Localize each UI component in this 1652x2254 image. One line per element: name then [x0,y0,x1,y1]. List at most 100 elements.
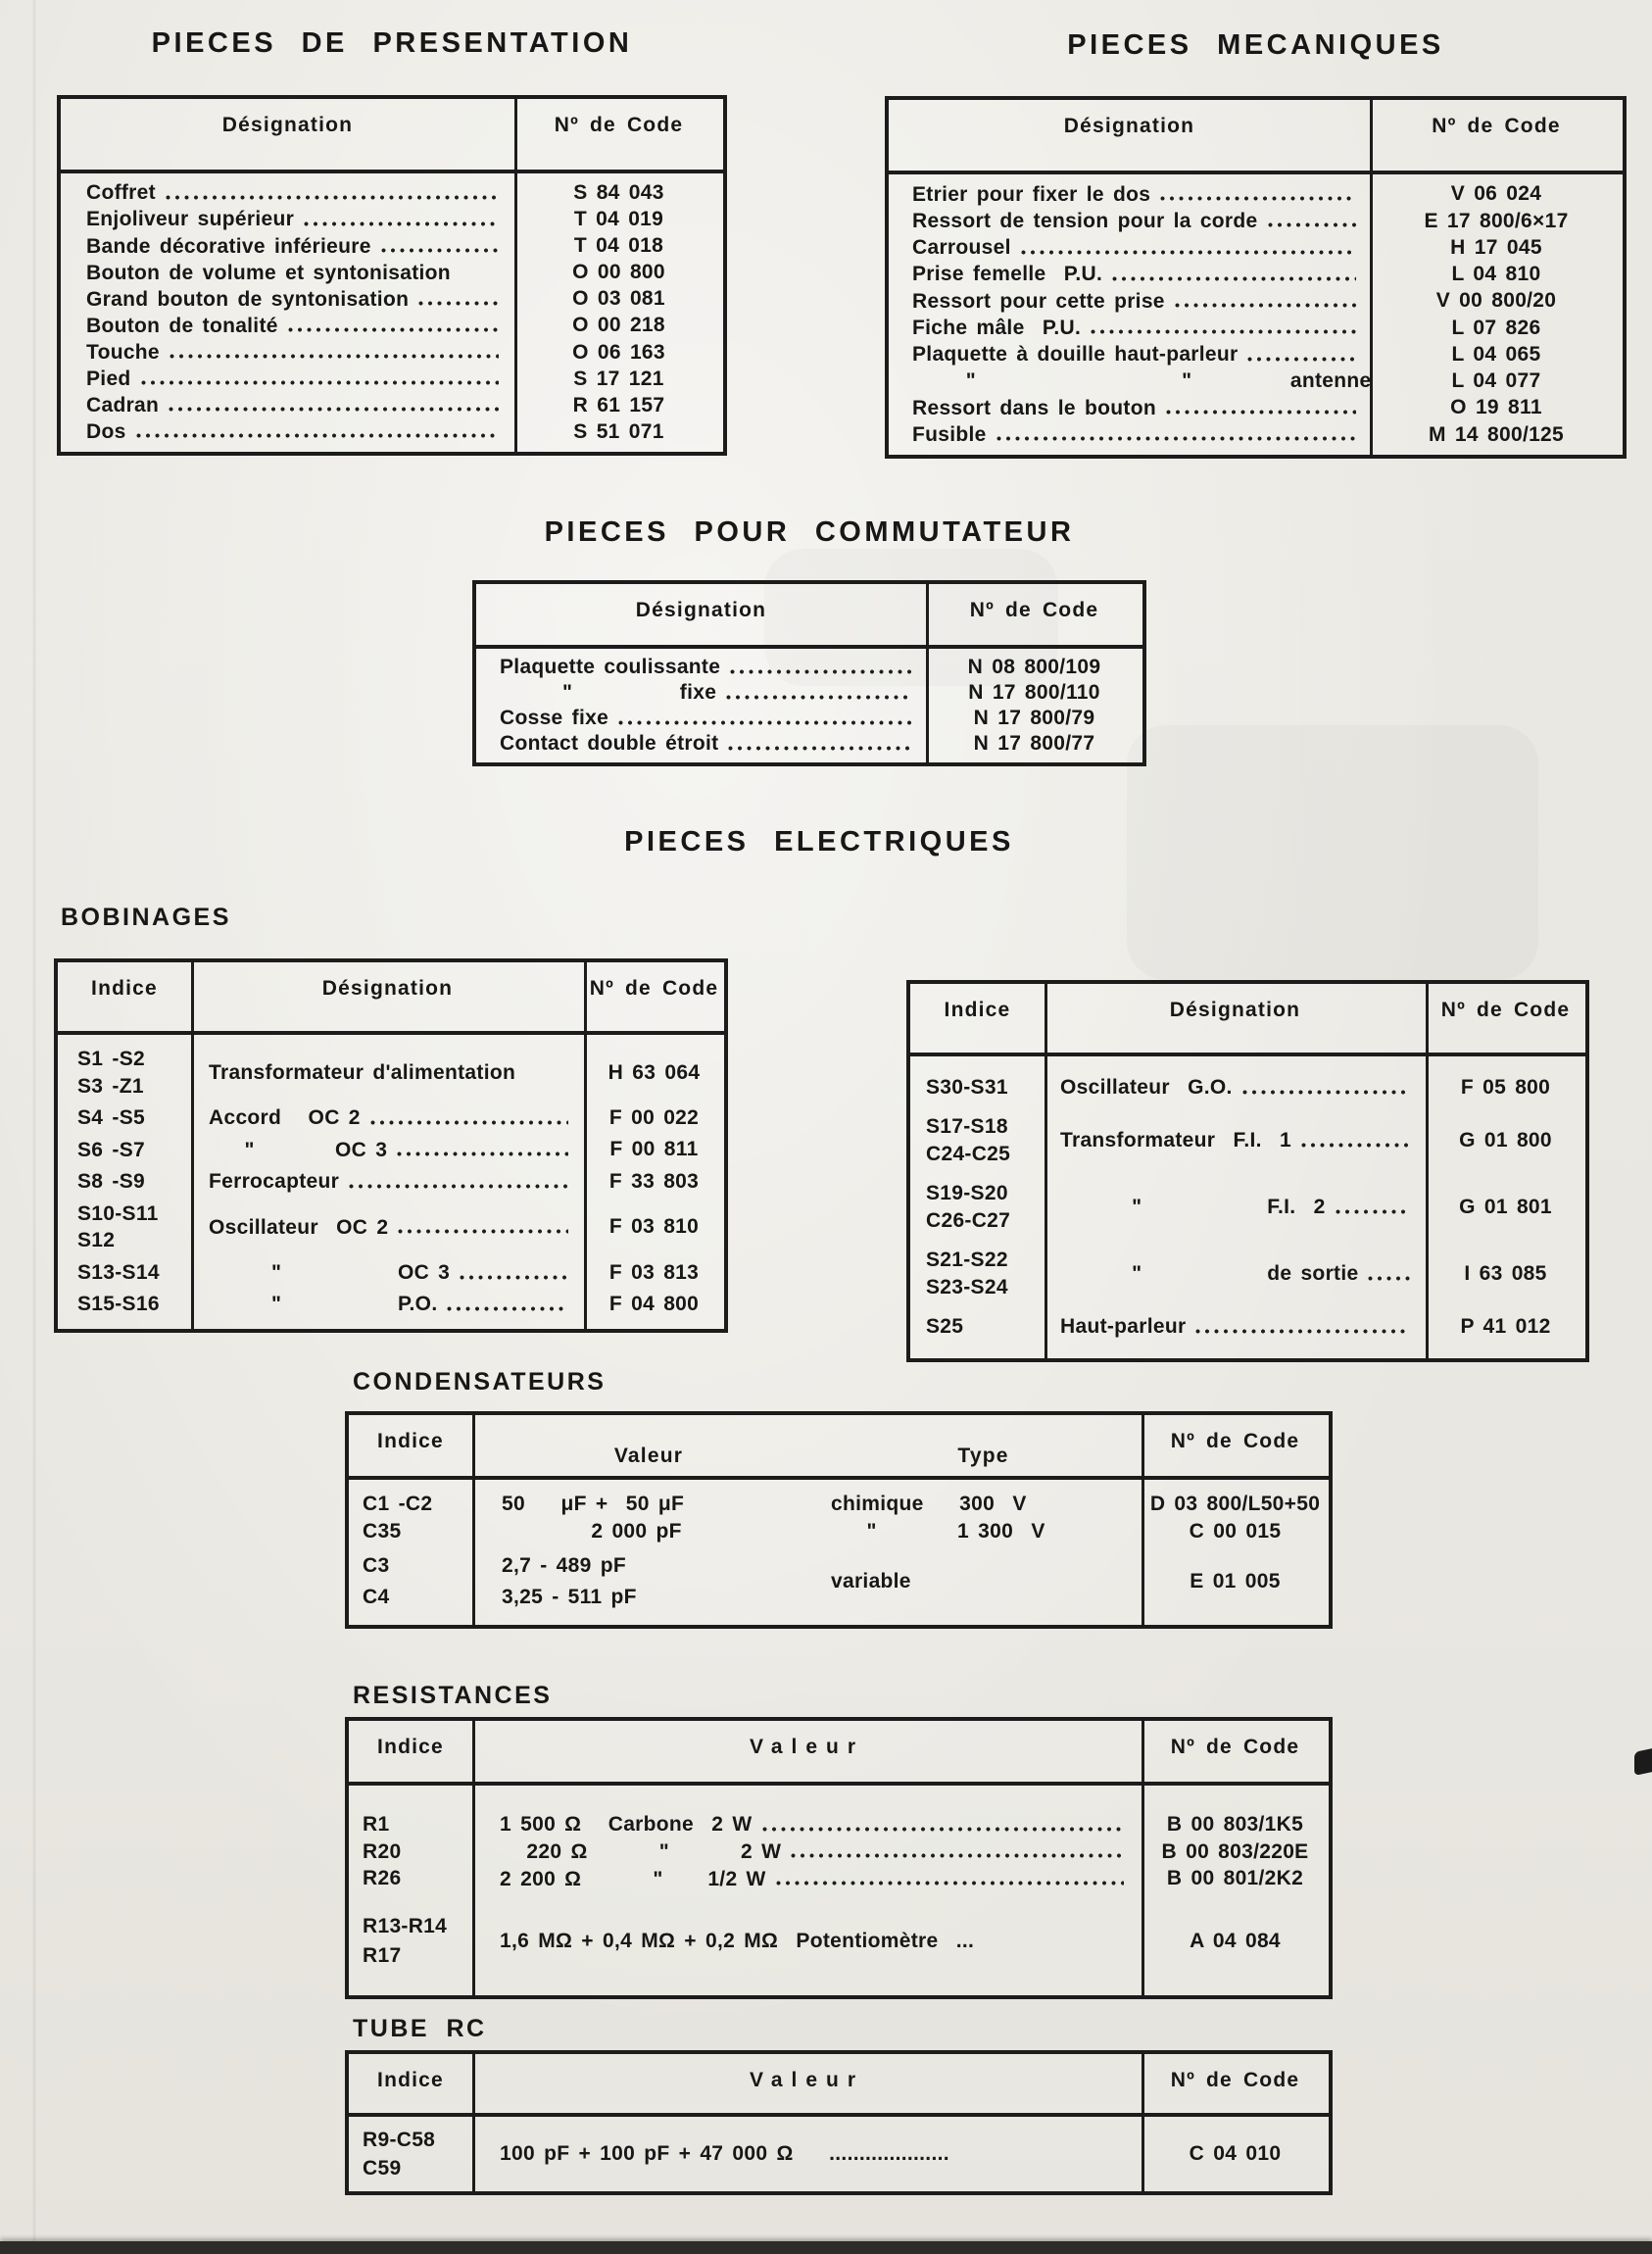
indice-cell: R1 [363,1813,390,1837]
table-row: Contact double étroit N 17 800/77 [476,731,1142,757]
designation-label: Ferrocapteur [209,1170,340,1194]
designation-label: Prise femelle P.U. [912,263,1103,286]
designation-cell: Enjoliveur supérieur [61,207,514,232]
table-column-divider [1426,984,1429,1358]
code-cell: L 04 810 [1451,263,1541,286]
table-row: Touche O 06 163 [61,340,723,366]
table-resistances: Indice Valeur Nº de Code R1 1 500 Ω Carb… [345,1717,1333,1999]
designation-cell: " OC 3 [191,1138,584,1163]
valeur-cell: 2,7 - 489 pF 3,25 - 511 pF [502,1553,637,1609]
indice-cell: C3 C4 [363,1553,390,1609]
table-pieces-presentation: Désignation Nº de Code Coffret S 84 043 … [57,95,727,456]
dot-leader [1299,1141,1410,1149]
designation-label: Contact double étroit [500,732,719,756]
code-cell: N 17 800/79 [973,706,1095,729]
code-cell: V 00 800/20 [1435,289,1557,313]
header-designation: Désignation [1169,999,1301,1021]
code-cell: V 06 024 [1450,182,1542,206]
table-row: Dos S 51 071 [61,419,723,445]
dot-leader [139,379,499,387]
dot-leader [1019,248,1356,256]
designation-cell: Bouton de tonalité [61,314,514,339]
valeur-label: 2 200 Ω " 1/2 W [500,1867,766,1890]
table-header: Indice Valeur Type Nº de Code [349,1415,1329,1480]
label-resistances: RESISTANCES [353,1682,553,1709]
designation-cell: Bouton de volume et syntonisation [61,261,514,286]
table-row: S19-S20 C26-C27 " F.I. 2 G 01 801 [910,1180,1585,1234]
table-row: Ressort pour cette prise V 00 800/20 [889,289,1623,315]
table-column-divider [1142,2054,1144,2191]
code-cell: F 33 803 [608,1169,700,1193]
dot-leader [168,353,499,361]
header-code: Nº de Code [1432,115,1561,137]
indice-cell: S6 -S7 [77,1138,145,1161]
dot-leader [617,718,912,726]
dot-leader [397,1228,568,1236]
code-cell: C 04 010 [1189,2142,1282,2165]
rows-top: C1 -C2 50 μF + 50 μF chimique 300 V D 03… [349,1491,1329,1544]
header-designation: Désignation [635,599,767,621]
designation-label: Oscillateur OC 2 [209,1215,389,1239]
designation-cell: " fixe [476,680,926,706]
dot-leader [348,1182,568,1190]
code-cell: O 06 163 [572,340,665,364]
table-column-divider [472,1721,475,1995]
table-row: Carrousel H 17 045 [889,235,1623,261]
table-column-divider [1142,1415,1144,1625]
designation-label: Fiche mâle P.U. [912,316,1082,339]
table-row: C35 2 000 pF " 1 300 V C 00 015 [349,1518,1329,1545]
dot-leader [1090,328,1356,336]
code-cell: B 00 803/220E [1161,1839,1309,1863]
table-body: R9-C58 C59 100 pF + 100 pF + 47 000 Ω ..… [349,2117,1329,2191]
code-cell: L 07 826 [1451,316,1541,339]
code-cell: R 61 157 [572,393,665,416]
dot-leader [1159,195,1356,203]
designation-cell: Ressort pour cette prise [889,289,1370,315]
dot-leader [1164,409,1356,416]
table-row: " " antenne L 04 077 [889,368,1623,394]
code-cell: S 17 121 [573,367,664,390]
code-cell: G 01 800 [1459,1129,1552,1152]
designation-cell: Cosse fixe [476,706,926,731]
code-cell: O 03 081 [572,287,665,311]
header-valeur: Valeur [749,2069,865,2091]
table-row: Bouton de volume et syntonisation O 00 8… [61,261,723,286]
dot-leader [725,693,912,701]
indice-cell: S13-S14 [77,1260,160,1284]
code-cell: S 84 043 [573,181,664,205]
header-code: Nº de Code [1170,1736,1300,1758]
designation-label: Bande décorative inférieure [86,234,371,258]
dot-leader [446,1305,568,1313]
designation-label: " P.O. [209,1293,438,1316]
designation-cell: Carrousel [889,235,1370,261]
designation-label: Plaquette à douille haut-parleur [912,343,1239,367]
table-row: Cadran R 61 157 [61,393,723,418]
dot-leader [1246,355,1356,363]
table-pieces-mecaniques: Désignation Nº de Code Etrier pour fixer… [885,96,1627,459]
designation-cell: " " antenne [889,368,1372,394]
table-row: Grand bouton de syntonisation O 03 081 [61,287,723,313]
table-body: C1 -C2 50 μF + 50 μF chimique 300 V D 03… [349,1480,1329,1625]
designation-cell: Haut-parleur [1045,1314,1426,1340]
table-row: C1 -C2 50 μF + 50 μF chimique 300 V D 03… [349,1491,1329,1518]
designation-label: " " antenne [912,369,1372,393]
code-cell: F 03 813 [608,1260,700,1284]
table-row: Enjoliveur supérieur T 04 019 [61,207,723,232]
dot-leader [368,1118,568,1126]
table-column-divider [514,99,517,452]
dot-leader [727,744,912,752]
designation-cell: Plaquette coulissante [476,655,926,680]
dot-leader [1334,1207,1410,1215]
table-row: Cosse fixe N 17 800/79 [476,706,1142,731]
table-row: Plaquette à douille haut-parleur L 04 06… [889,342,1623,368]
valeur-label: 220 Ω " 2 W [500,1839,782,1863]
designation-label: Ressort de tension pour la corde [912,209,1258,232]
designation-cell: " OC 3 [191,1260,584,1286]
label-tube-rc: TUBE RC [353,2015,487,2042]
indice-cell: S15-S16 [77,1293,160,1316]
header-code: Nº de Code [969,599,1099,621]
designation-cell: Bande décorative inférieure [61,234,514,260]
code-cell: M 14 800/125 [1428,422,1565,446]
designation-label: Haut-parleur [1060,1314,1187,1338]
table-column-divider [191,962,194,1329]
